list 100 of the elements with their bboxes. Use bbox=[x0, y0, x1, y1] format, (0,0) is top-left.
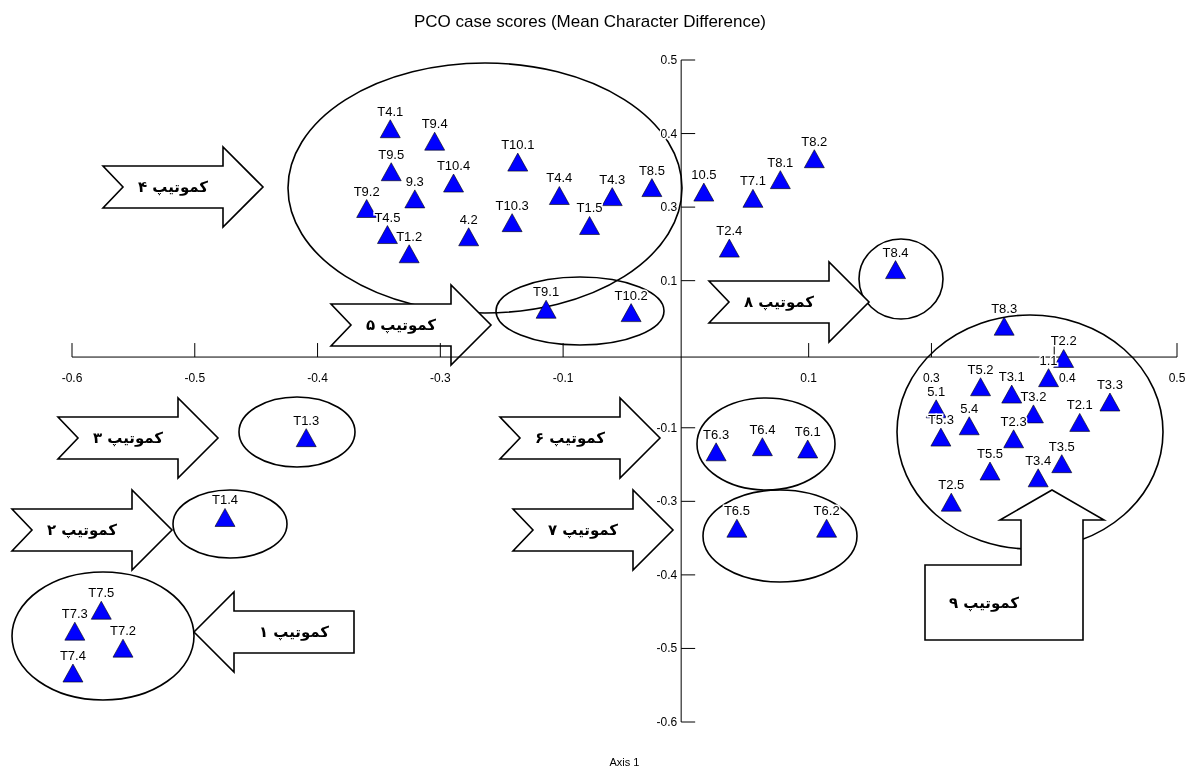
annotation: T3.3 bbox=[1096, 377, 1123, 393]
annotation: T1.2 bbox=[396, 228, 423, 244]
point bbox=[742, 189, 764, 208]
point bbox=[295, 428, 317, 447]
annotation: کموتیپ ۳ bbox=[92, 429, 164, 447]
annotation: T2.2 bbox=[1050, 333, 1077, 349]
annotation: T2.5 bbox=[938, 477, 965, 493]
point bbox=[549, 186, 570, 205]
annotation: کموتیپ ۲ bbox=[46, 521, 118, 539]
annotation: 4.2 bbox=[459, 211, 478, 227]
annotation: T4.1 bbox=[377, 103, 404, 119]
annotation: کموتیپ ۹ bbox=[948, 593, 1020, 612]
point bbox=[443, 173, 464, 193]
annotation: T4.5 bbox=[374, 209, 401, 225]
point bbox=[398, 244, 420, 264]
annotation: T1.3 bbox=[293, 412, 320, 428]
x-tick-label: 0.1 bbox=[800, 371, 818, 386]
point bbox=[1069, 413, 1091, 432]
annotation: T6.4 bbox=[749, 421, 776, 437]
annotation: کموتیپ ۵ bbox=[365, 316, 437, 334]
annotation: T3.1 bbox=[998, 369, 1025, 385]
annotation: T7.3 bbox=[61, 606, 88, 622]
point bbox=[993, 316, 1015, 336]
annotation: T8.3 bbox=[991, 301, 1018, 317]
x-tick-label: -0.6 bbox=[61, 371, 83, 386]
annotation: کموتیپ ۱ bbox=[258, 623, 330, 641]
point bbox=[752, 437, 773, 457]
x-tick-label: 0.3 bbox=[923, 371, 941, 386]
annotation: T6.3 bbox=[703, 426, 730, 442]
point bbox=[885, 260, 906, 279]
annotation: T9.5 bbox=[378, 146, 405, 162]
x-tick-label: -0.1 bbox=[552, 371, 574, 386]
point bbox=[501, 213, 523, 232]
x-axis-title: Axis 1 bbox=[609, 756, 640, 768]
x-tick-label: 0.4 bbox=[1058, 371, 1076, 386]
point bbox=[979, 461, 1001, 481]
annotation: T7.2 bbox=[109, 623, 137, 639]
annotation: T8.4 bbox=[882, 244, 909, 260]
x-tick-label: -0.4 bbox=[307, 371, 329, 386]
annotation: T6.1 bbox=[794, 423, 821, 439]
chart-title: PCO case scores (Mean Character Difference) bbox=[413, 12, 767, 31]
annotation: T2.4 bbox=[716, 223, 743, 239]
point bbox=[380, 162, 402, 182]
annotation: T2.3 bbox=[1000, 413, 1027, 429]
y-tick-label: -0.3 bbox=[656, 494, 678, 509]
x-tick-label: -0.3 bbox=[429, 371, 451, 386]
annotation: T9.4 bbox=[421, 116, 448, 132]
y-tick-label: 0.1 bbox=[660, 273, 678, 288]
annotation: T3.5 bbox=[1048, 438, 1075, 454]
point bbox=[719, 238, 740, 258]
y-tick-label: -0.4 bbox=[656, 567, 678, 582]
annotation: T5.5 bbox=[976, 446, 1004, 462]
y-tick-label: 0.5 bbox=[660, 53, 678, 67]
annotation: T9.1 bbox=[533, 284, 560, 300]
point bbox=[641, 178, 663, 197]
annotation: T10.3 bbox=[495, 197, 529, 213]
x-tick-label: -0.5 bbox=[184, 371, 206, 386]
point bbox=[601, 187, 623, 206]
point bbox=[1051, 454, 1073, 473]
annotation: کموتیپ ۶ bbox=[534, 429, 606, 447]
point bbox=[90, 600, 112, 620]
annotation: T6.2 bbox=[813, 503, 840, 519]
annotation: T6.5 bbox=[723, 503, 750, 519]
point bbox=[535, 299, 557, 319]
annotation: T10.4 bbox=[436, 158, 471, 174]
point bbox=[940, 492, 962, 512]
point bbox=[1003, 429, 1024, 449]
annotation: 10.5 bbox=[691, 167, 717, 183]
y-tick-label: -0.1 bbox=[656, 420, 678, 435]
point bbox=[930, 427, 952, 447]
annotation: کموتیپ ۴ bbox=[137, 178, 209, 196]
annotation: T2.1 bbox=[1066, 397, 1093, 413]
point bbox=[112, 638, 134, 658]
annotation: T1.4 bbox=[211, 492, 239, 508]
y-tick-label: 0.3 bbox=[660, 200, 678, 215]
annotation: T8.1 bbox=[767, 154, 794, 170]
annotation: کموتیپ ۸ bbox=[743, 293, 815, 311]
point bbox=[958, 416, 980, 436]
point bbox=[804, 149, 825, 169]
point bbox=[726, 518, 748, 538]
y-tick-label: -0.6 bbox=[656, 715, 678, 729]
annotation: T10.1 bbox=[501, 137, 535, 153]
point bbox=[816, 518, 837, 538]
point bbox=[620, 303, 642, 322]
annotation: T10.2 bbox=[614, 287, 648, 303]
annotation: T4.4 bbox=[546, 170, 573, 186]
point bbox=[1027, 468, 1049, 488]
annotation: T9.2 bbox=[353, 183, 380, 199]
annotation: 1.1 bbox=[1039, 352, 1058, 368]
point bbox=[797, 439, 819, 459]
point bbox=[62, 663, 84, 683]
annotation: 5.4 bbox=[960, 400, 979, 416]
point bbox=[770, 170, 791, 189]
point bbox=[404, 189, 426, 209]
point bbox=[579, 216, 600, 235]
annotation: T8.2 bbox=[801, 133, 828, 149]
annotation: 9.3 bbox=[405, 173, 424, 189]
annotation: T8.5 bbox=[638, 162, 665, 178]
point bbox=[1038, 368, 1059, 387]
point bbox=[693, 182, 715, 202]
